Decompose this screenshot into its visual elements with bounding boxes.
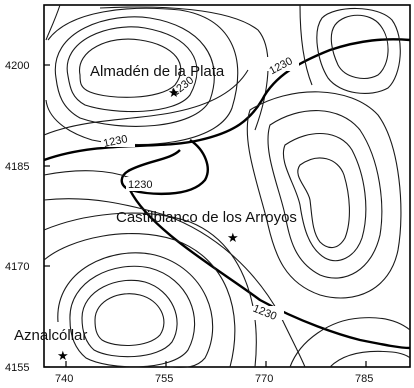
y-tick-label: 4155	[5, 362, 29, 374]
contours-almaden	[45, 4, 269, 146]
contour-label-bg	[252, 306, 284, 320]
place-label-aznalcollar: Aznalcóllar	[14, 327, 87, 344]
map-frame	[43, 4, 411, 368]
contours-lower-middle	[43, 198, 411, 368]
place-label-castilblanco: Castilblanco de los Arroyos	[116, 209, 297, 226]
contour-1230-main	[43, 38, 411, 162]
place-label-almaden: Almadén de la Plata	[90, 63, 225, 80]
contours-left-middle	[43, 69, 249, 179]
y-tick-label: 4170	[5, 261, 29, 273]
contour-label-bg	[126, 177, 160, 191]
star-marker-castilblanco: ★	[227, 231, 239, 246]
star-marker-aznalcollar: ★	[57, 349, 69, 364]
contours-aznalcollar	[43, 212, 257, 368]
contours-top-right	[299, 4, 401, 94]
contour-label-lower-left: 1230	[128, 179, 152, 191]
y-axis: 4200 4185 4170 4155	[5, 60, 50, 374]
x-tick-label: 755	[155, 373, 173, 385]
y-tick-label: 4185	[5, 161, 29, 173]
star-marker-almaden: ★	[168, 86, 180, 101]
x-tick-label: 785	[355, 373, 373, 385]
x-tick-label: 770	[255, 373, 273, 385]
contour-label-bg	[267, 57, 299, 71]
x-tick-label: 740	[55, 373, 73, 385]
x-axis: 740 755 770 785	[55, 361, 373, 385]
contour-label-bg	[101, 133, 135, 147]
y-tick-label: 4200	[5, 60, 29, 72]
contour-label-left-middle: 1230	[102, 133, 128, 150]
contours-castilblanco	[246, 91, 402, 299]
